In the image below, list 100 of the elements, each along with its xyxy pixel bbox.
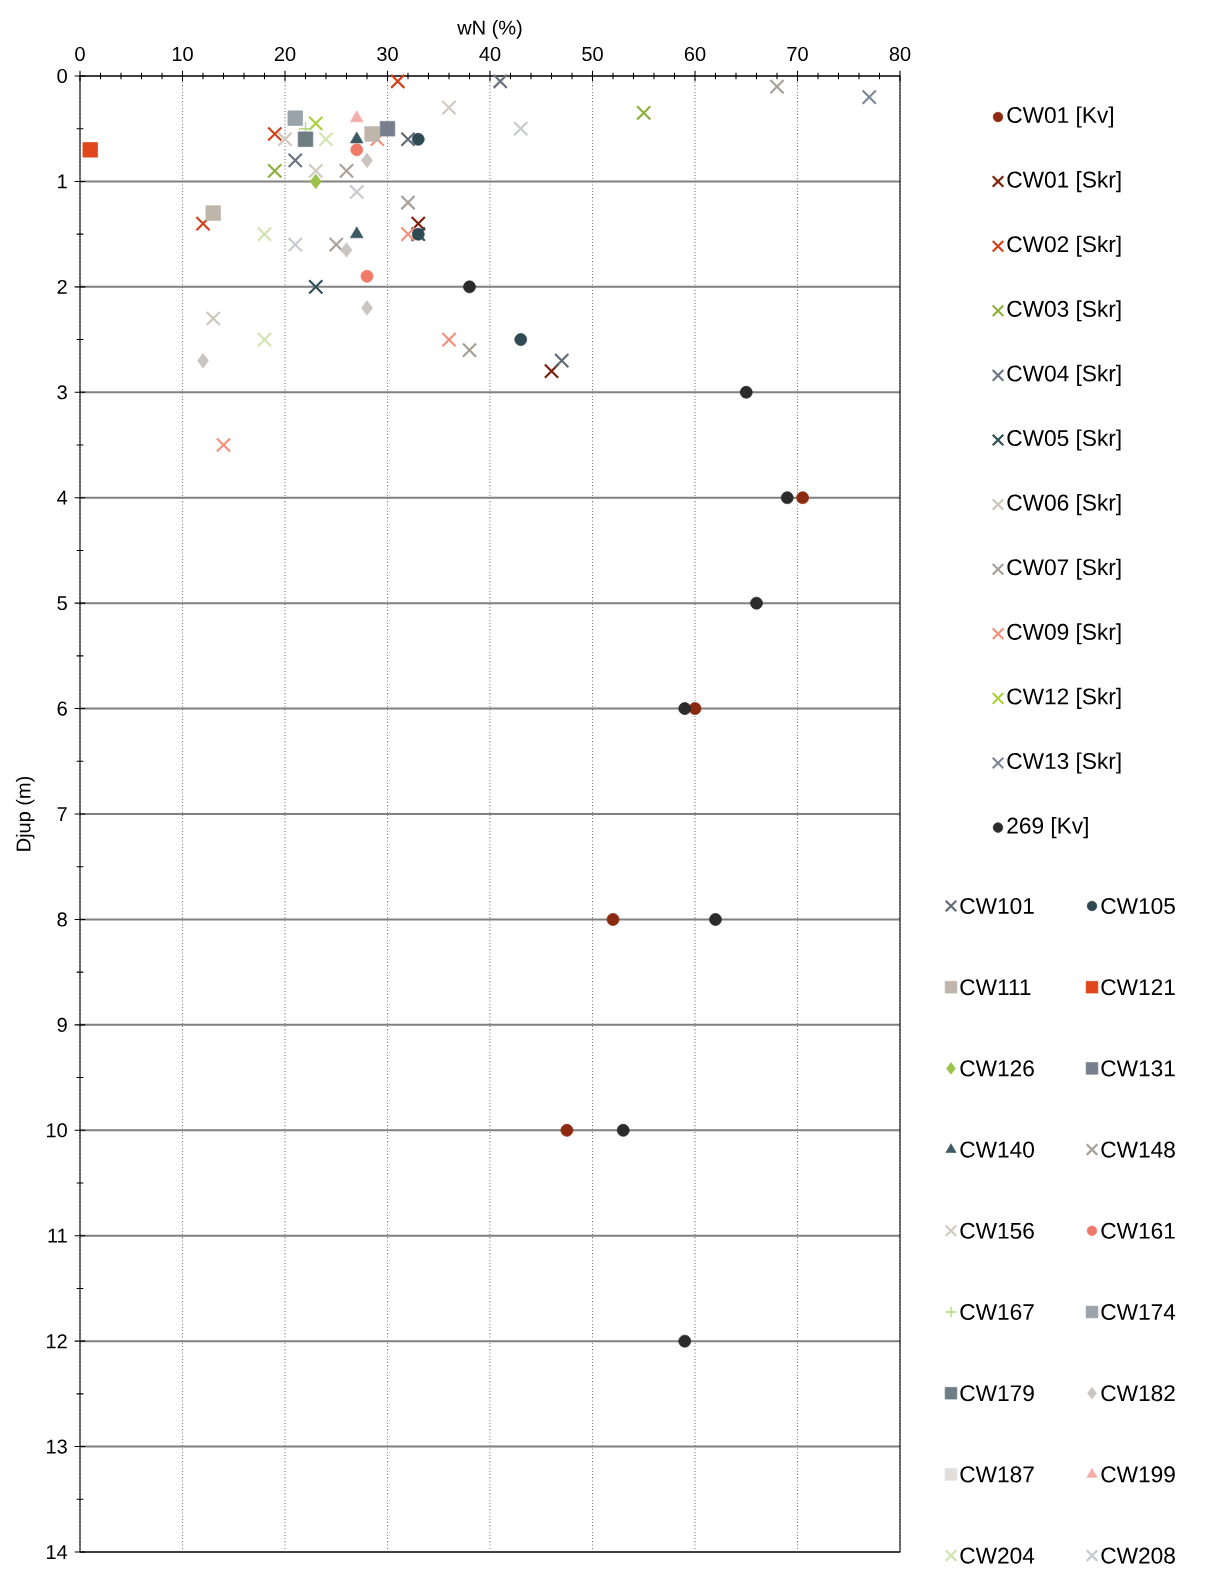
point [340,242,353,258]
point [861,89,877,105]
point [215,437,232,453]
point [441,331,457,348]
legend-label: CW01 [Kv] [1007,106,1113,128]
point [678,1334,692,1348]
legend-label: CW111 [960,979,1031,996]
point [287,110,303,126]
point [390,73,406,89]
point [400,131,416,147]
point [606,913,620,926]
point [277,131,293,147]
x-tick-label: 80 [889,46,911,62]
point [441,99,457,116]
y-tick-label: 4 [57,490,68,505]
point [411,132,425,146]
point [308,115,324,132]
y-tick-label: 8 [57,912,67,927]
legend-label: CW174 [1101,1303,1176,1321]
y-tick-label: 14 [47,1545,68,1559]
legend-label: CW121 [1101,979,1175,996]
point [350,131,364,144]
y-tick-label: 3 [57,385,67,400]
y-tick-label: 12 [47,1334,67,1349]
x-tick-label: 70 [787,46,808,62]
y-tick-label: 10 [47,1123,67,1138]
point [364,126,380,142]
point [554,352,570,369]
legend-label: CW131 [1101,1060,1175,1077]
point [256,331,273,348]
legend-label: CW156 [960,1222,1034,1239]
legend-label: CW126 [960,1060,1034,1077]
y-tick-label: 7 [57,807,67,821]
y-tick-label: 0 [57,68,67,84]
legend-label: CW13 [Skr] [1007,752,1121,774]
point [328,237,344,253]
legend-label: CW179 [960,1385,1034,1402]
point [461,342,478,358]
point [350,226,364,239]
point [636,105,652,121]
legend-label: CW167 [960,1303,1034,1321]
point [400,194,416,211]
point [410,215,426,232]
point [750,596,763,610]
point [463,280,476,294]
legend-label: CW140 [960,1141,1034,1158]
legend-label: CW03 [Skr] [1007,300,1121,322]
x-tick-label: 30 [377,46,398,62]
legend-label: CW199 [1101,1466,1175,1483]
point [349,184,365,200]
point [287,237,303,253]
y-tick-label: 6 [57,701,67,716]
point [338,163,355,179]
legend-label: CW02 [Skr] [1007,235,1121,257]
x-tick-label: 40 [479,46,501,62]
legend-label: CW04 [Skr] [1007,364,1121,386]
legend-label: CW148 [1101,1141,1175,1158]
y-axis-title: Djup (m) [15,776,35,851]
legend-label: CW06 [Skr] [1007,494,1121,516]
legend-label: CW01 [Skr] [1007,171,1121,193]
point [308,163,324,179]
point [796,491,809,505]
point [195,215,211,232]
point [492,73,508,89]
point [360,269,374,283]
point [688,702,702,715]
point [309,173,322,190]
point [297,131,314,147]
point [709,913,722,926]
x-tick-label: 10 [172,46,193,62]
point [205,205,221,221]
point [350,143,364,157]
point [514,333,528,346]
legend-label: CW182 [1101,1385,1175,1402]
point [205,310,221,327]
legend-label: CW07 [Skr] [1007,558,1121,580]
point [780,491,794,505]
point [400,226,416,242]
point [197,352,209,369]
point [678,702,692,715]
point [560,1123,574,1137]
legend-label: CW09 [Skr] [1007,623,1121,645]
y-tick-label: 5 [57,596,67,611]
legend-label: CW187 [960,1466,1034,1483]
x-axis-title: wN (%) [457,20,522,39]
point [267,126,283,142]
x-tick-label: 50 [582,46,603,62]
point [267,163,283,179]
point [543,363,560,379]
point [616,1123,630,1137]
point [308,279,324,295]
point [513,121,529,137]
y-tick-label: 9 [57,1017,67,1032]
point [318,131,334,147]
point [769,78,785,95]
point [739,385,753,399]
legend-label: CW12 [Skr] [1007,687,1121,709]
x-tick-label: 60 [684,46,706,62]
point [256,226,273,242]
legend-label: CW105 [1101,897,1175,915]
